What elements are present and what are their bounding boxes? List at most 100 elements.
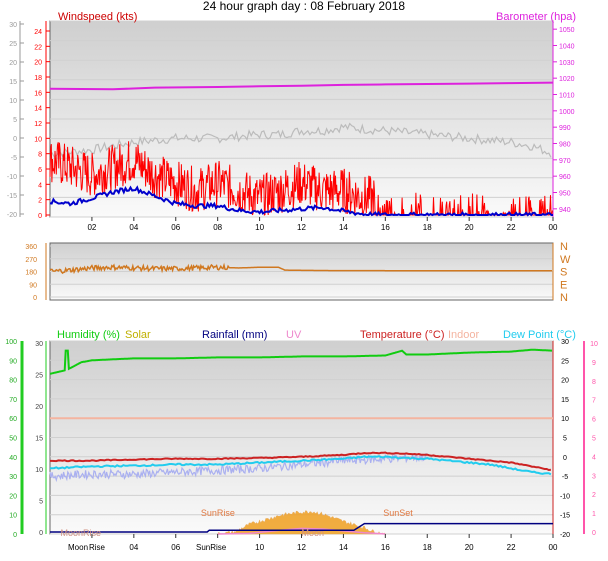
tick-label: 24 bbox=[34, 29, 42, 36]
x-tick-label: 00 bbox=[549, 543, 558, 552]
temperature-x-axis: 04 06 10 12 14 16 18 20 22 00 Moon Rise SunRise bbox=[68, 534, 558, 552]
tick-label: 0 bbox=[38, 213, 42, 220]
compass-label: S bbox=[560, 267, 567, 279]
windspeed-label: Windspeed (kts) bbox=[58, 11, 137, 23]
sun-moon-annotations: SunRise SunSet MoonRise Moon bbox=[60, 508, 413, 538]
tick-label: 9 bbox=[592, 360, 596, 367]
x-tick-label: 06 bbox=[171, 543, 180, 552]
wind-series bbox=[49, 81, 554, 217]
tick-label: 180 bbox=[25, 270, 37, 277]
sunrise-x-label: SunRise bbox=[196, 543, 227, 552]
tick-label: 7 bbox=[592, 398, 596, 405]
tick-label: 20 bbox=[34, 60, 42, 67]
tick-label: 1010 bbox=[559, 93, 575, 100]
tick-label: 10 bbox=[561, 416, 569, 423]
x-tick-label: 02 bbox=[87, 223, 96, 232]
tick-label: 15 bbox=[35, 436, 43, 443]
tick-label: 25 bbox=[35, 373, 43, 380]
x-tick-label: 14 bbox=[339, 543, 348, 552]
tick-label: 20 bbox=[9, 60, 17, 67]
sunrise-annotation: SunRise bbox=[201, 508, 235, 518]
tick-label: 70 bbox=[9, 397, 17, 404]
tick-label: 270 bbox=[25, 257, 37, 264]
barometer-axis: 1050 1040 1030 1020 1010 1000 990 980 970 960 950 9… bbox=[552, 21, 575, 217]
tick-label: 5 bbox=[563, 436, 567, 443]
tick-label: 1040 bbox=[559, 44, 575, 51]
rainfall-line bbox=[50, 522, 553, 533]
tick-label: 30 bbox=[9, 474, 17, 481]
tick-label: 4 bbox=[38, 182, 42, 189]
tick-label: 2 bbox=[38, 198, 42, 205]
rise-x-label: Rise bbox=[89, 543, 106, 552]
tick-label: 360 bbox=[25, 244, 37, 251]
legend-label: Rainfall (mm) bbox=[202, 329, 267, 341]
x-tick-label: 18 bbox=[423, 223, 432, 232]
tick-label: 0 bbox=[13, 136, 17, 143]
direction-series bbox=[49, 262, 552, 275]
x-tick-label: 10 bbox=[255, 543, 264, 552]
tick-label: 10 bbox=[590, 341, 598, 348]
x-tick-label: 22 bbox=[507, 543, 516, 552]
tick-label: 80 bbox=[9, 378, 17, 385]
tick-label: 12 bbox=[34, 121, 42, 128]
x-tick-label: 06 bbox=[171, 223, 180, 232]
tick-label: 5 bbox=[592, 436, 596, 443]
tick-label: 1000 bbox=[559, 109, 575, 116]
sunset-annotation: SunSet bbox=[383, 508, 413, 518]
barometer-line bbox=[49, 81, 554, 91]
tick-label: 8 bbox=[592, 379, 596, 386]
tick-label: 16 bbox=[34, 90, 42, 97]
tick-label: 980 bbox=[559, 142, 571, 149]
temperature-legend: Humidity (%) Solar Rainfall (mm) UV Temperat… bbox=[57, 329, 576, 341]
x-tick-label: 10 bbox=[255, 223, 264, 232]
average-wind-line bbox=[49, 185, 553, 217]
legend-label: Indoor bbox=[448, 329, 480, 341]
moonrise-annotation: MoonRise bbox=[60, 528, 101, 538]
tick-label: -15 bbox=[560, 513, 570, 520]
legend-label: Temperature (°C) bbox=[360, 329, 444, 341]
chart-title: 24 hour graph day : 08 February 2018 bbox=[203, 0, 405, 13]
tick-label: -20 bbox=[7, 212, 17, 219]
x-tick-label: 12 bbox=[297, 223, 306, 232]
wind-speed-line bbox=[49, 141, 553, 217]
tick-label: 30 bbox=[9, 22, 17, 29]
temperature-axis: 30 25 20 15 10 5 0 -5 -10 -15 -20 bbox=[552, 339, 570, 539]
barometer-label: Barometer (hpa) bbox=[496, 11, 576, 23]
tick-label: 950 bbox=[559, 191, 571, 198]
tick-label: -20 bbox=[560, 532, 570, 539]
tick-label: -5 bbox=[562, 474, 568, 481]
wind-x-axis: 02 04 06 08 10 12 14 16 18 20 22 00 bbox=[87, 217, 558, 232]
moon-annotation: Moon bbox=[302, 528, 325, 538]
x-tick-label: 00 bbox=[549, 223, 558, 232]
tick-label: 3 bbox=[592, 473, 596, 480]
tick-label: 1030 bbox=[559, 60, 575, 67]
tick-label: 30 bbox=[561, 339, 569, 346]
tick-label: 970 bbox=[559, 158, 571, 165]
tick-label: 0 bbox=[592, 530, 596, 537]
tick-label: 1 bbox=[592, 511, 596, 518]
tick-label: 10 bbox=[34, 136, 42, 143]
tick-label: 25 bbox=[561, 358, 569, 365]
temperature-line bbox=[50, 451, 551, 472]
x-tick-label: 16 bbox=[381, 543, 390, 552]
tick-label: 2 bbox=[592, 492, 596, 499]
direction-degree-axis: 360 270 180 90 0 bbox=[25, 243, 47, 302]
tick-label: 1020 bbox=[559, 76, 575, 83]
legend-label: Solar bbox=[125, 329, 151, 341]
tick-label: 10 bbox=[9, 513, 17, 520]
tick-label: 15 bbox=[561, 397, 569, 404]
tick-label: 960 bbox=[559, 174, 571, 181]
tick-label: 50 bbox=[9, 436, 17, 443]
tick-label: 0 bbox=[33, 295, 37, 302]
tick-label: 60 bbox=[9, 416, 17, 423]
tick-label: 8 bbox=[38, 152, 42, 159]
wind-direction-line bbox=[49, 262, 552, 275]
tick-label: 90 bbox=[29, 282, 37, 289]
tick-label: 940 bbox=[559, 207, 571, 214]
tick-label: 0 bbox=[13, 532, 17, 539]
tick-label: 1050 bbox=[559, 27, 575, 34]
